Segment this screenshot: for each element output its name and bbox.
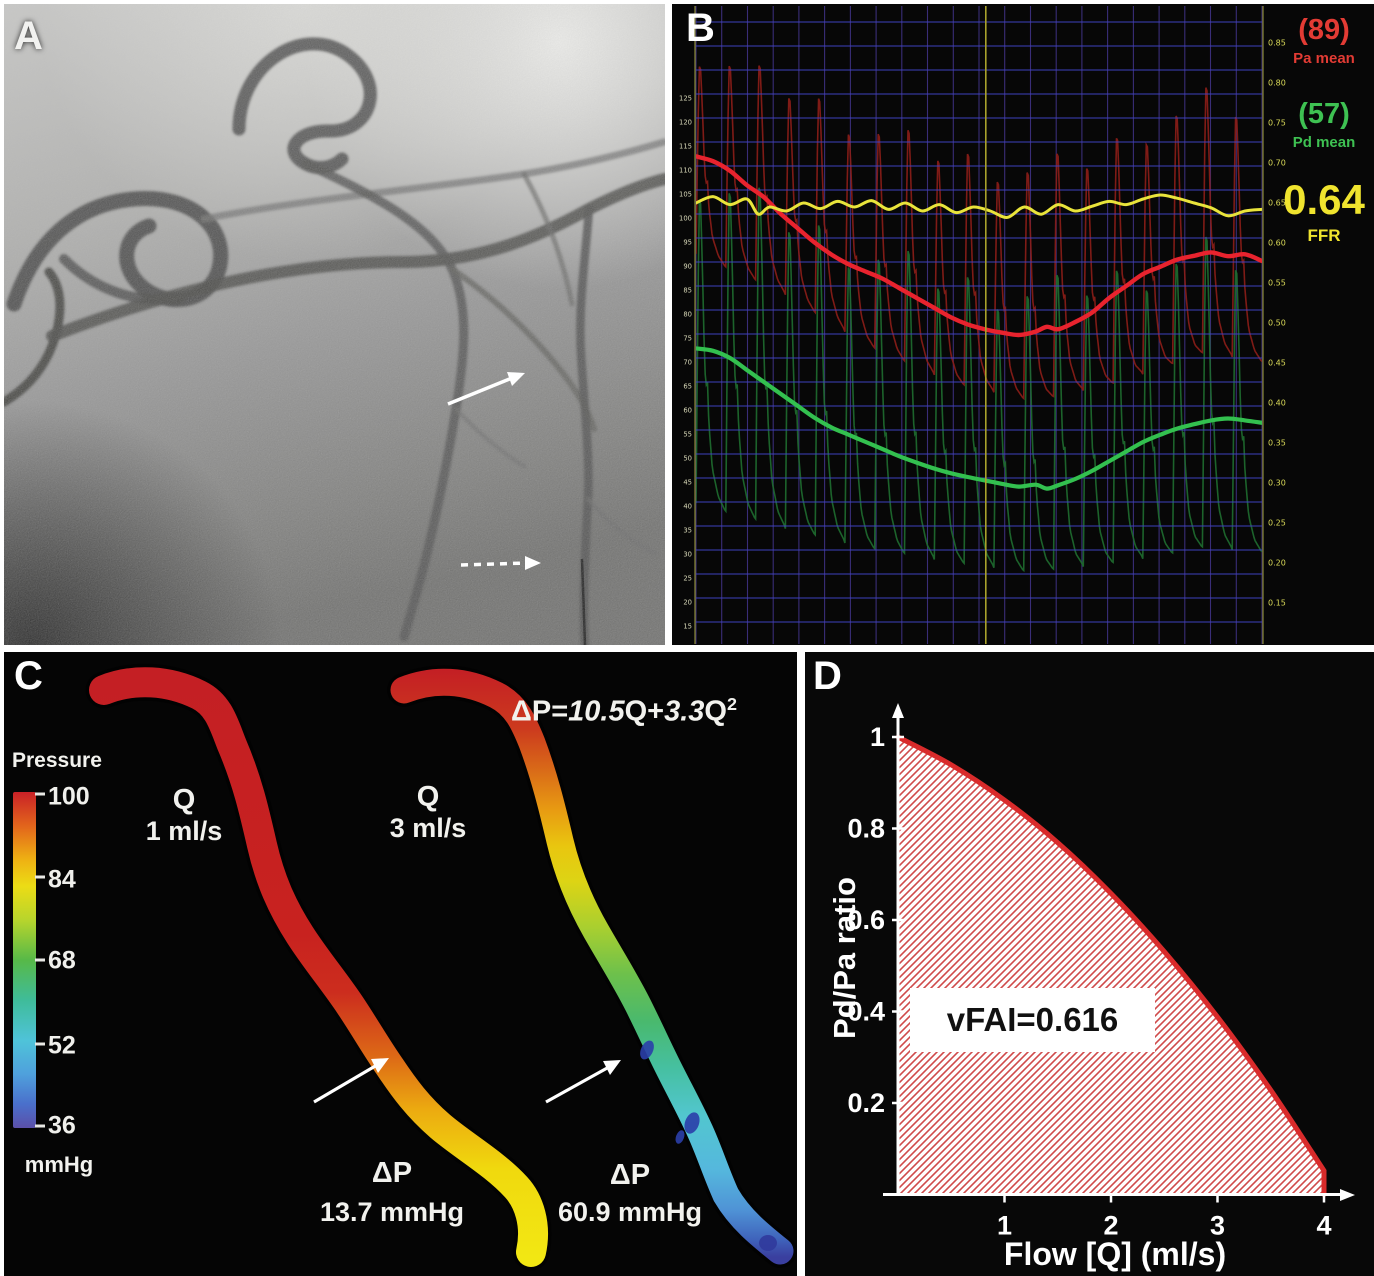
ffr-value: 0.64 — [1283, 176, 1365, 223]
vessel1-q-value: 1 ml/s — [145, 816, 223, 846]
svg-text:1: 1 — [870, 722, 885, 752]
dashed-arrow-icon — [460, 556, 541, 570]
vessel2-q-value: 3 ml/s — [389, 813, 467, 843]
svg-text:30: 30 — [683, 550, 692, 558]
pa-mean-value: (89) — [1298, 14, 1350, 46]
vessel1-dp-label: ΔP — [371, 1157, 413, 1189]
svg-text:40: 40 — [683, 502, 692, 510]
vessel1-q-label: Q — [172, 784, 196, 816]
panel-d-label: D — [813, 654, 842, 698]
svg-text:75: 75 — [683, 334, 692, 342]
svg-text:0.40: 0.40 — [1268, 399, 1286, 408]
vfai-annotation: vFAI=0.616 — [910, 988, 1155, 1052]
svg-text:110: 110 — [679, 166, 692, 174]
svg-text:85: 85 — [683, 286, 692, 294]
colorbar-tick-36: 36 — [48, 1111, 76, 1140]
svg-text:100: 100 — [679, 214, 692, 222]
colorbar-tick-84: 84 — [48, 865, 76, 894]
svg-text:0.2: 0.2 — [847, 1088, 885, 1118]
svg-text:0.25: 0.25 — [1268, 519, 1286, 528]
colorbar-tickmark — [35, 792, 45, 796]
colorbar-tickmark — [35, 1124, 45, 1128]
pd-mean-value: (57) — [1298, 98, 1350, 130]
svg-text:35: 35 — [683, 526, 692, 534]
colorbar-tick-100: 100 — [48, 782, 90, 811]
panel-b-ffr-tracing: 125 120 115 110 105 100 95 90 85 80 75 70 65 60 55 50 45… — [672, 4, 1374, 645]
vessel-1 — [89, 667, 549, 1267]
low-pressure-spots — [640, 1040, 777, 1251]
colorbar-unit: mmHg — [24, 1152, 94, 1177]
vessel-models-image — [85, 663, 797, 1271]
solid-arrow-icon — [447, 372, 525, 406]
svg-text:3: 3 — [1210, 1211, 1225, 1241]
svg-text:0.30: 0.30 — [1268, 479, 1286, 488]
pa-mean-label: Pa mean — [1293, 50, 1355, 67]
svg-text:45: 45 — [683, 478, 692, 486]
svg-text:0.8: 0.8 — [847, 814, 885, 844]
angiogram-image — [4, 4, 665, 645]
panel-d-vfai-chart: 1 0.8 0.6 0.4 0.2 1 2 3 4 D Pd/Pa ratio Flow [Q]… — [805, 652, 1374, 1276]
colorbar-tickmark — [35, 1042, 45, 1046]
svg-text:120: 120 — [679, 118, 692, 126]
pressure-drop-equation: ΔP=10.5Q+3.3Q2 — [511, 694, 737, 728]
vessel2-dp-value: 60.9 mmHg — [557, 1197, 703, 1227]
svg-text:2: 2 — [1103, 1211, 1118, 1241]
svg-text:105: 105 — [679, 190, 692, 198]
x-axis-title: Flow [Q] (ml/s) — [1003, 1236, 1227, 1272]
svg-text:1: 1 — [997, 1211, 1012, 1241]
ffr-label: FFR — [1307, 226, 1341, 245]
colorbar-tickmark — [35, 958, 45, 962]
panel-a-label: A — [14, 14, 43, 58]
colorbar-title: Pressure — [12, 749, 102, 772]
vessel1-dp-value: 13.7 mmHg — [319, 1197, 465, 1227]
svg-text:60: 60 — [683, 406, 692, 414]
svg-text:0.6: 0.6 — [847, 905, 885, 935]
svg-text:25: 25 — [683, 574, 692, 582]
panel-a-angiogram: A — [4, 4, 665, 645]
colorbar-tick-52: 52 — [48, 1031, 76, 1060]
vessel2-q-label: Q — [416, 781, 440, 813]
vessel-1-arrow-icon — [313, 1058, 389, 1104]
svg-text:0.60: 0.60 — [1268, 239, 1286, 248]
vessel-2-arrow-icon — [545, 1060, 621, 1104]
svg-text:80: 80 — [683, 310, 692, 318]
svg-text:0.65: 0.65 — [1268, 199, 1286, 208]
svg-text:0.20: 0.20 — [1268, 559, 1286, 568]
panel-c-label: C — [14, 654, 43, 698]
svg-text:0.55: 0.55 — [1268, 279, 1286, 288]
panel-b-label: B — [686, 6, 715, 50]
svg-text:0.35: 0.35 — [1268, 439, 1286, 448]
svg-text:90: 90 — [683, 262, 692, 270]
svg-text:0.15: 0.15 — [1268, 599, 1286, 608]
pressure-colorbar — [13, 792, 36, 1128]
svg-text:115: 115 — [679, 142, 692, 150]
svg-text:125: 125 — [679, 94, 692, 102]
svg-text:4: 4 — [1316, 1211, 1331, 1241]
svg-text:0.85: 0.85 — [1268, 39, 1286, 48]
svg-text:70: 70 — [683, 358, 692, 366]
svg-text:20: 20 — [683, 598, 692, 606]
svg-text:0.50: 0.50 — [1268, 319, 1286, 328]
svg-text:0.75: 0.75 — [1268, 119, 1286, 128]
panel-c-cfd-models: C Pressure 100 84 68 52 36 mmHg ΔP=10.5Q… — [4, 652, 797, 1276]
svg-text:95: 95 — [683, 238, 692, 246]
svg-text:50: 50 — [683, 454, 692, 462]
colorbar-tick-68: 68 — [48, 946, 76, 975]
svg-text:0.80: 0.80 — [1268, 79, 1286, 88]
colorbar-tickmark — [35, 875, 45, 879]
vessel2-dp-label: ΔP — [609, 1159, 651, 1191]
svg-text:0.70: 0.70 — [1268, 159, 1286, 168]
svg-text:55: 55 — [683, 430, 692, 438]
pressure-waveform-chart: 125 120 115 110 105 100 95 90 85 80 75 70 65 60 55 50 45… — [672, 4, 1374, 645]
vessel-2 — [390, 668, 794, 1265]
y-axis-title: Pd/Pa ratio — [827, 877, 862, 1039]
svg-text:15: 15 — [683, 622, 692, 630]
pdpa-flow-chart: 1 0.8 0.6 0.4 0.2 1 2 3 4 — [805, 659, 1374, 1276]
svg-text:65: 65 — [683, 382, 692, 390]
pd-mean-label: Pd mean — [1292, 134, 1356, 151]
svg-text:0.45: 0.45 — [1268, 359, 1286, 368]
svg-text:0.4: 0.4 — [847, 997, 885, 1027]
